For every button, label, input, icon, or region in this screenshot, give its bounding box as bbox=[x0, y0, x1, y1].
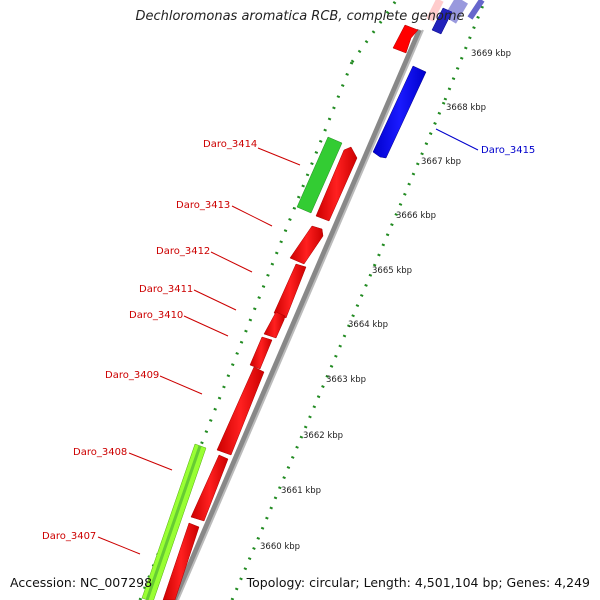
accession-label: Accession: NC_007298 bbox=[10, 575, 153, 590]
scale-label: 3668 kbp bbox=[446, 103, 486, 113]
gene-daro-3414-arrow bbox=[315, 146, 358, 222]
scale-label: 3665 kbp bbox=[372, 266, 412, 276]
map-title: Dechloromonas aromatica RCB, complete ge… bbox=[135, 9, 465, 24]
gene-daro-3417-faded bbox=[431, 7, 453, 35]
gene-daro-3409-arrow bbox=[216, 366, 265, 456]
gene-daro-3411-arrow bbox=[263, 311, 286, 339]
gene-daro-3414-green bbox=[296, 136, 343, 214]
gene-daro-3415-arrow bbox=[372, 65, 427, 159]
forward-strand-genes bbox=[372, 7, 453, 159]
gene-label-daro-3410: Daro_3410 bbox=[129, 310, 183, 321]
gene-label-daro-3408: Daro_3408 bbox=[73, 447, 127, 458]
faded-strand-top bbox=[426, 0, 444, 22]
gene-daro-3416 bbox=[392, 24, 419, 54]
gene-daro-3408-arrow bbox=[190, 454, 229, 522]
genome-backbone bbox=[172, 28, 423, 600]
gene-label-daro-3415: Daro_3415 bbox=[481, 145, 535, 156]
gene-daro-3413-arrow bbox=[289, 225, 324, 265]
scale-label: 3666 kbp bbox=[396, 211, 436, 221]
rna-genes bbox=[141, 136, 343, 600]
topology-label: Topology: circular; Length: 4,501,104 bp… bbox=[246, 575, 590, 590]
scale-labels: 3669 kbp 3668 kbp 3667 kbp 3666 kbp 3665… bbox=[260, 49, 511, 552]
scale-label: 3662 kbp bbox=[303, 431, 343, 441]
outer-tick-ring bbox=[230, 0, 487, 600]
gene-labels: Daro_3415 Daro_3414 Daro_3413 Daro_3412 … bbox=[42, 139, 535, 542]
gene-label-daro-3414: Daro_3414 bbox=[203, 139, 257, 150]
gene-daro-3410-arrow bbox=[249, 336, 273, 370]
reverse-strand-genes bbox=[162, 24, 419, 600]
scale-label: 3664 kbp bbox=[348, 320, 388, 330]
faded-strand-top-blue bbox=[443, 0, 469, 24]
gene-label-daro-3409: Daro_3409 bbox=[105, 370, 159, 381]
label-leaders bbox=[97, 128, 479, 555]
scale-label: 3669 kbp bbox=[471, 49, 511, 59]
gene-daro-3407-arrow bbox=[162, 522, 200, 600]
gene-label-daro-3412: Daro_3412 bbox=[156, 246, 210, 257]
scale-label: 3667 kbp bbox=[421, 157, 461, 167]
gene-label-daro-3407: Daro_3407 bbox=[42, 531, 96, 542]
gene-label-daro-3413: Daro_3413 bbox=[176, 200, 230, 211]
scale-label: 3661 kbp bbox=[281, 486, 321, 496]
scale-label: 3663 kbp bbox=[326, 375, 366, 385]
gene-label-daro-3411: Daro_3411 bbox=[139, 284, 193, 295]
scale-label: 3660 kbp bbox=[260, 542, 300, 552]
